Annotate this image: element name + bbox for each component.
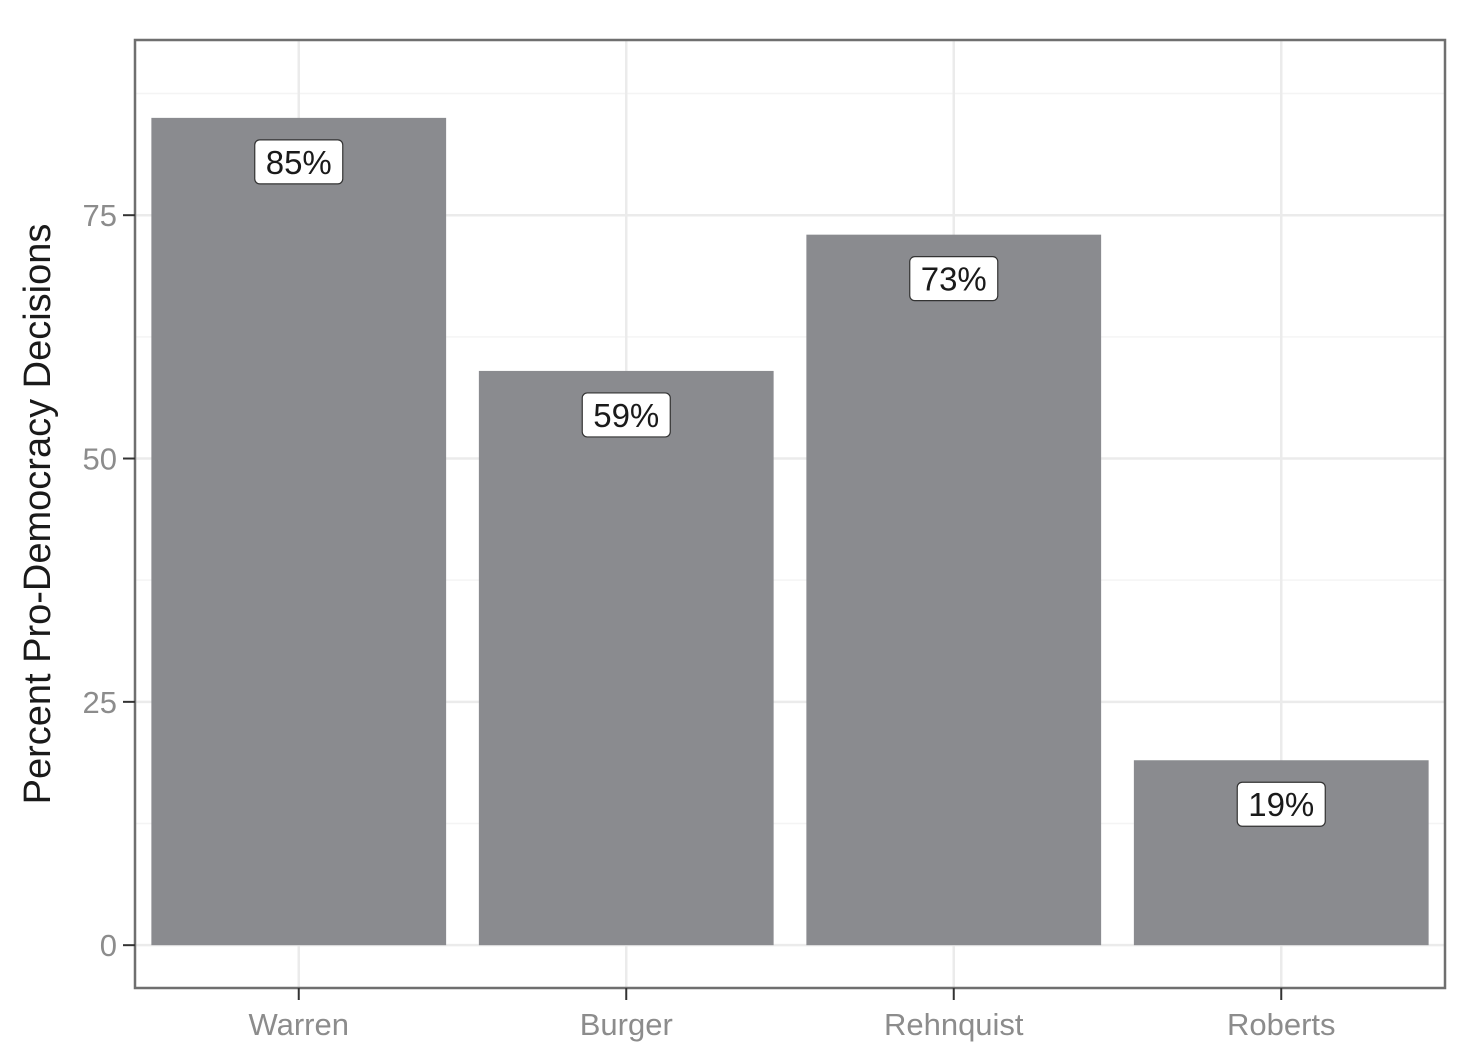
data-label-box — [581, 392, 671, 438]
data-label: 73% — [921, 261, 987, 298]
bars — [151, 117, 1429, 946]
data-label: 19% — [1248, 786, 1314, 823]
x-tick-label: Rehnquist — [884, 1007, 1024, 1042]
data-labels: 85% 59% 73% 19% — [254, 139, 1326, 827]
panel-border — [133, 38, 1447, 990]
axes: 0 25 50 75 Warren Burger Rehnquist Roberts — [83, 38, 1447, 1042]
y-tick-label: 25 — [83, 685, 117, 720]
x-tick-label: Roberts — [1227, 1007, 1336, 1042]
y-tick-label: 50 — [83, 442, 117, 477]
x-tick-label: Burger — [580, 1007, 673, 1042]
data-label: 85% — [266, 144, 332, 181]
y-tick-label: 0 — [100, 928, 117, 963]
x-tick-label: Warren — [249, 1007, 349, 1042]
y-axis-label: Percent Pro-Democracy Decisions — [17, 224, 59, 805]
data-label: 59% — [593, 397, 659, 434]
data-label-box — [1236, 781, 1326, 827]
bar-burger — [478, 370, 774, 946]
bar-warren — [151, 117, 447, 946]
bar-rehnquist — [806, 234, 1102, 946]
y-tick-label: 75 — [83, 198, 117, 233]
data-label-box — [254, 139, 344, 185]
data-label-box — [909, 256, 999, 302]
